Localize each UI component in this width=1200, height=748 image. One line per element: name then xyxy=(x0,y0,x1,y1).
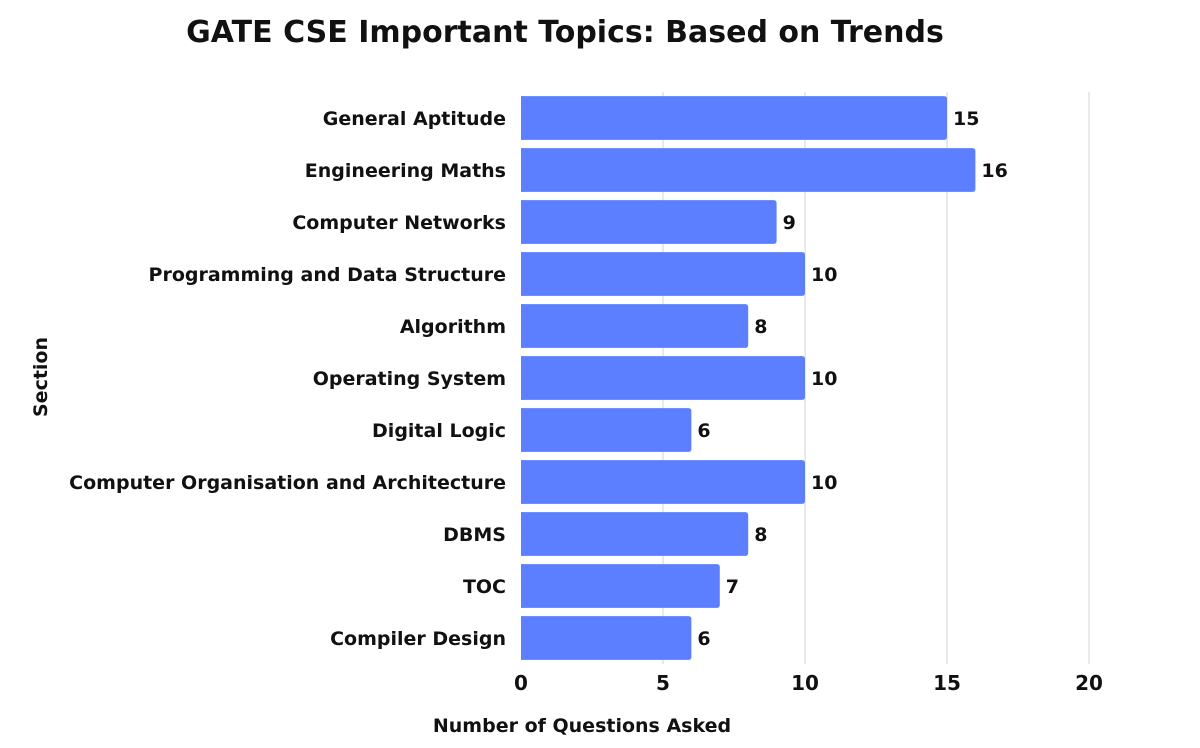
x-tick-label: 20 xyxy=(1075,671,1103,695)
bar-6 xyxy=(521,408,692,452)
x-axis-title: Number of Questions Asked xyxy=(433,715,731,737)
data-label: 9 xyxy=(783,212,796,234)
x-tick-label: 10 xyxy=(791,671,819,695)
category-label: Compiler Design xyxy=(330,628,506,650)
x-tick-label: 15 xyxy=(933,671,961,695)
y-axis-title: Section xyxy=(30,337,52,417)
category-label: Computer Organisation and Architecture xyxy=(69,472,506,494)
category-label: DBMS xyxy=(443,524,506,546)
x-tick-label: 0 xyxy=(514,671,528,695)
data-label: 10 xyxy=(811,264,837,286)
category-label: Engineering Maths xyxy=(305,160,506,182)
data-label: 6 xyxy=(697,420,710,442)
data-labels: 15 16 9 10 8 10 6 10 8 7 6 xyxy=(697,108,1007,650)
bar-0 xyxy=(521,96,947,140)
category-label: Digital Logic xyxy=(372,420,506,442)
category-label: Algorithm xyxy=(400,316,506,338)
data-label: 10 xyxy=(811,472,837,494)
x-tick-label: 5 xyxy=(656,671,670,695)
data-label: 8 xyxy=(754,524,767,546)
category-label: Computer Networks xyxy=(292,212,506,234)
bars xyxy=(521,96,976,660)
bar-5 xyxy=(521,356,805,400)
bar-2 xyxy=(521,200,777,244)
category-label: Operating System xyxy=(313,368,506,390)
bar-1 xyxy=(521,148,976,192)
bar-4 xyxy=(521,304,749,348)
bar-7 xyxy=(521,460,805,504)
category-labels: General Aptitude Engineering Maths Compute… xyxy=(69,108,506,650)
x-tick-labels: 0 5 10 15 20 xyxy=(514,671,1103,695)
data-label: 8 xyxy=(754,316,767,338)
bar-3 xyxy=(521,252,805,296)
bar-8 xyxy=(521,512,749,556)
data-label: 15 xyxy=(953,108,979,130)
category-label: General Aptitude xyxy=(323,108,506,130)
bar-10 xyxy=(521,616,692,660)
data-label: 10 xyxy=(811,368,837,390)
chart-title: GATE CSE Important Topics: Based on Tren… xyxy=(186,15,944,50)
data-label: 16 xyxy=(981,160,1007,182)
category-label: Programming and Data Structure xyxy=(149,264,506,286)
data-label: 7 xyxy=(726,576,739,598)
category-label: TOC xyxy=(463,576,506,598)
bar-9 xyxy=(521,564,720,608)
data-label: 6 xyxy=(697,628,710,650)
